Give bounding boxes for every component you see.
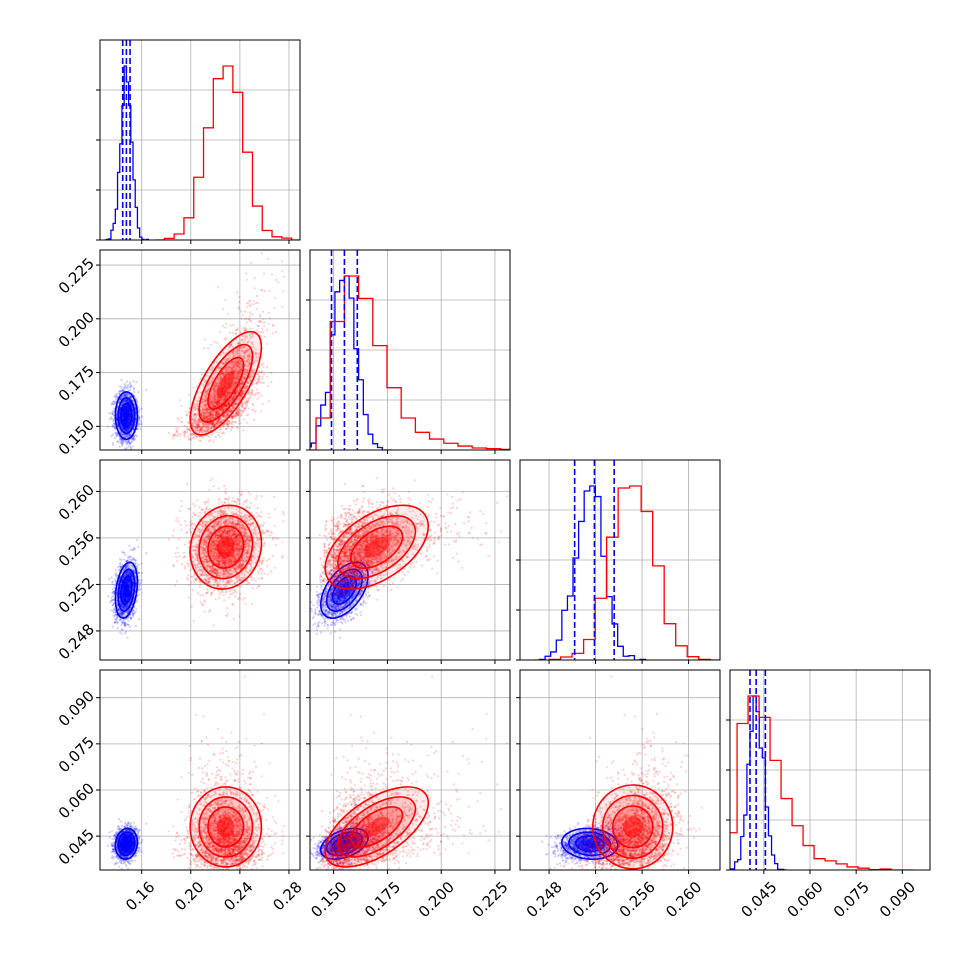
y-tick-label-3-2: 0.075 (55, 733, 98, 776)
y-tick-label-1-2: 0.200 (55, 308, 98, 351)
panel-3-1 (306, 669, 511, 874)
contours-series_a (319, 827, 369, 860)
histogram-series_b (548, 485, 720, 660)
contours-series_a (114, 827, 139, 861)
y-tick-label-2-1: 0.252 (55, 574, 98, 617)
x-tick-label-2-2: 0.256 (616, 878, 659, 921)
x-tick-label-1-3: 0.225 (469, 878, 512, 921)
contours-series_b (189, 330, 263, 436)
contours-series_a (114, 391, 139, 441)
contours-series_b (592, 784, 674, 870)
x-tick-label-3-0: 0.045 (737, 878, 780, 921)
panel-frame (309, 249, 511, 451)
panel-frame (99, 669, 301, 871)
x-tick-label-2-3: 0.260 (662, 878, 705, 921)
contours-series_b (189, 786, 263, 868)
scatter-series_b (317, 675, 508, 870)
y-tick-label-1-1: 0.175 (55, 362, 98, 405)
panel-frame (99, 39, 301, 241)
panel-2-1 (306, 459, 511, 664)
panel-frame (309, 459, 511, 661)
histogram-series_a (533, 485, 647, 660)
panel-1-0 (96, 249, 301, 454)
histogram-series_a (104, 65, 150, 240)
panel-frame (519, 669, 721, 871)
panel-3-2 (516, 669, 721, 874)
histogram-series_b (730, 695, 914, 870)
panel-frame (729, 669, 931, 871)
x-tick-label-0-2: 0.24 (220, 878, 256, 914)
x-tick-label-0-3: 0.28 (269, 878, 305, 914)
panel-2-2 (516, 459, 721, 664)
y-tick-label-3-1: 0.060 (55, 779, 98, 822)
panel-frame (99, 459, 301, 661)
histogram-series_a (310, 275, 392, 450)
contours-series_a (319, 561, 369, 619)
panel-3-3 (726, 669, 931, 874)
panel-2-0 (96, 459, 301, 664)
x-tick-label-1-2: 0.200 (415, 878, 458, 921)
panel-frame (519, 459, 721, 661)
x-tick-label-2-0: 0.248 (523, 878, 566, 921)
x-tick-label-3-1: 0.060 (784, 878, 827, 921)
panel-0-0 (96, 39, 301, 244)
y-tick-label-1-3: 0.225 (55, 254, 98, 297)
x-tick-label-0-1: 0.20 (171, 878, 207, 914)
x-tick-label-1-1: 0.175 (361, 878, 404, 921)
panel-1-1 (306, 249, 511, 454)
y-tick-label-1-0: 0.150 (55, 416, 98, 459)
histogram-series_a (730, 695, 787, 870)
y-tick-label-3-3: 0.090 (55, 687, 98, 730)
contours-series_b (189, 504, 263, 590)
histogram-series_b (154, 65, 300, 240)
y-tick-label-2-0: 0.248 (55, 620, 98, 663)
contours-series_b (324, 504, 430, 590)
panel-frame (99, 249, 301, 451)
histogram-series_b (310, 275, 510, 450)
y-tick-label-3-0: 0.045 (55, 825, 98, 868)
x-tick-label-3-3: 0.090 (876, 878, 919, 921)
y-tick-label-2-3: 0.260 (55, 481, 98, 524)
x-tick-label-2-1: 0.252 (569, 878, 612, 921)
panel-3-0 (96, 669, 301, 874)
y-tick-label-2-2: 0.256 (55, 527, 98, 570)
x-tick-label-3-2: 0.075 (830, 878, 873, 921)
x-tick-label-0-0: 0.16 (122, 878, 158, 914)
panel-frame (309, 669, 511, 871)
contours-series_a (114, 561, 139, 619)
contours-series_b (324, 786, 430, 868)
x-tick-label-1-0: 0.150 (307, 878, 350, 921)
